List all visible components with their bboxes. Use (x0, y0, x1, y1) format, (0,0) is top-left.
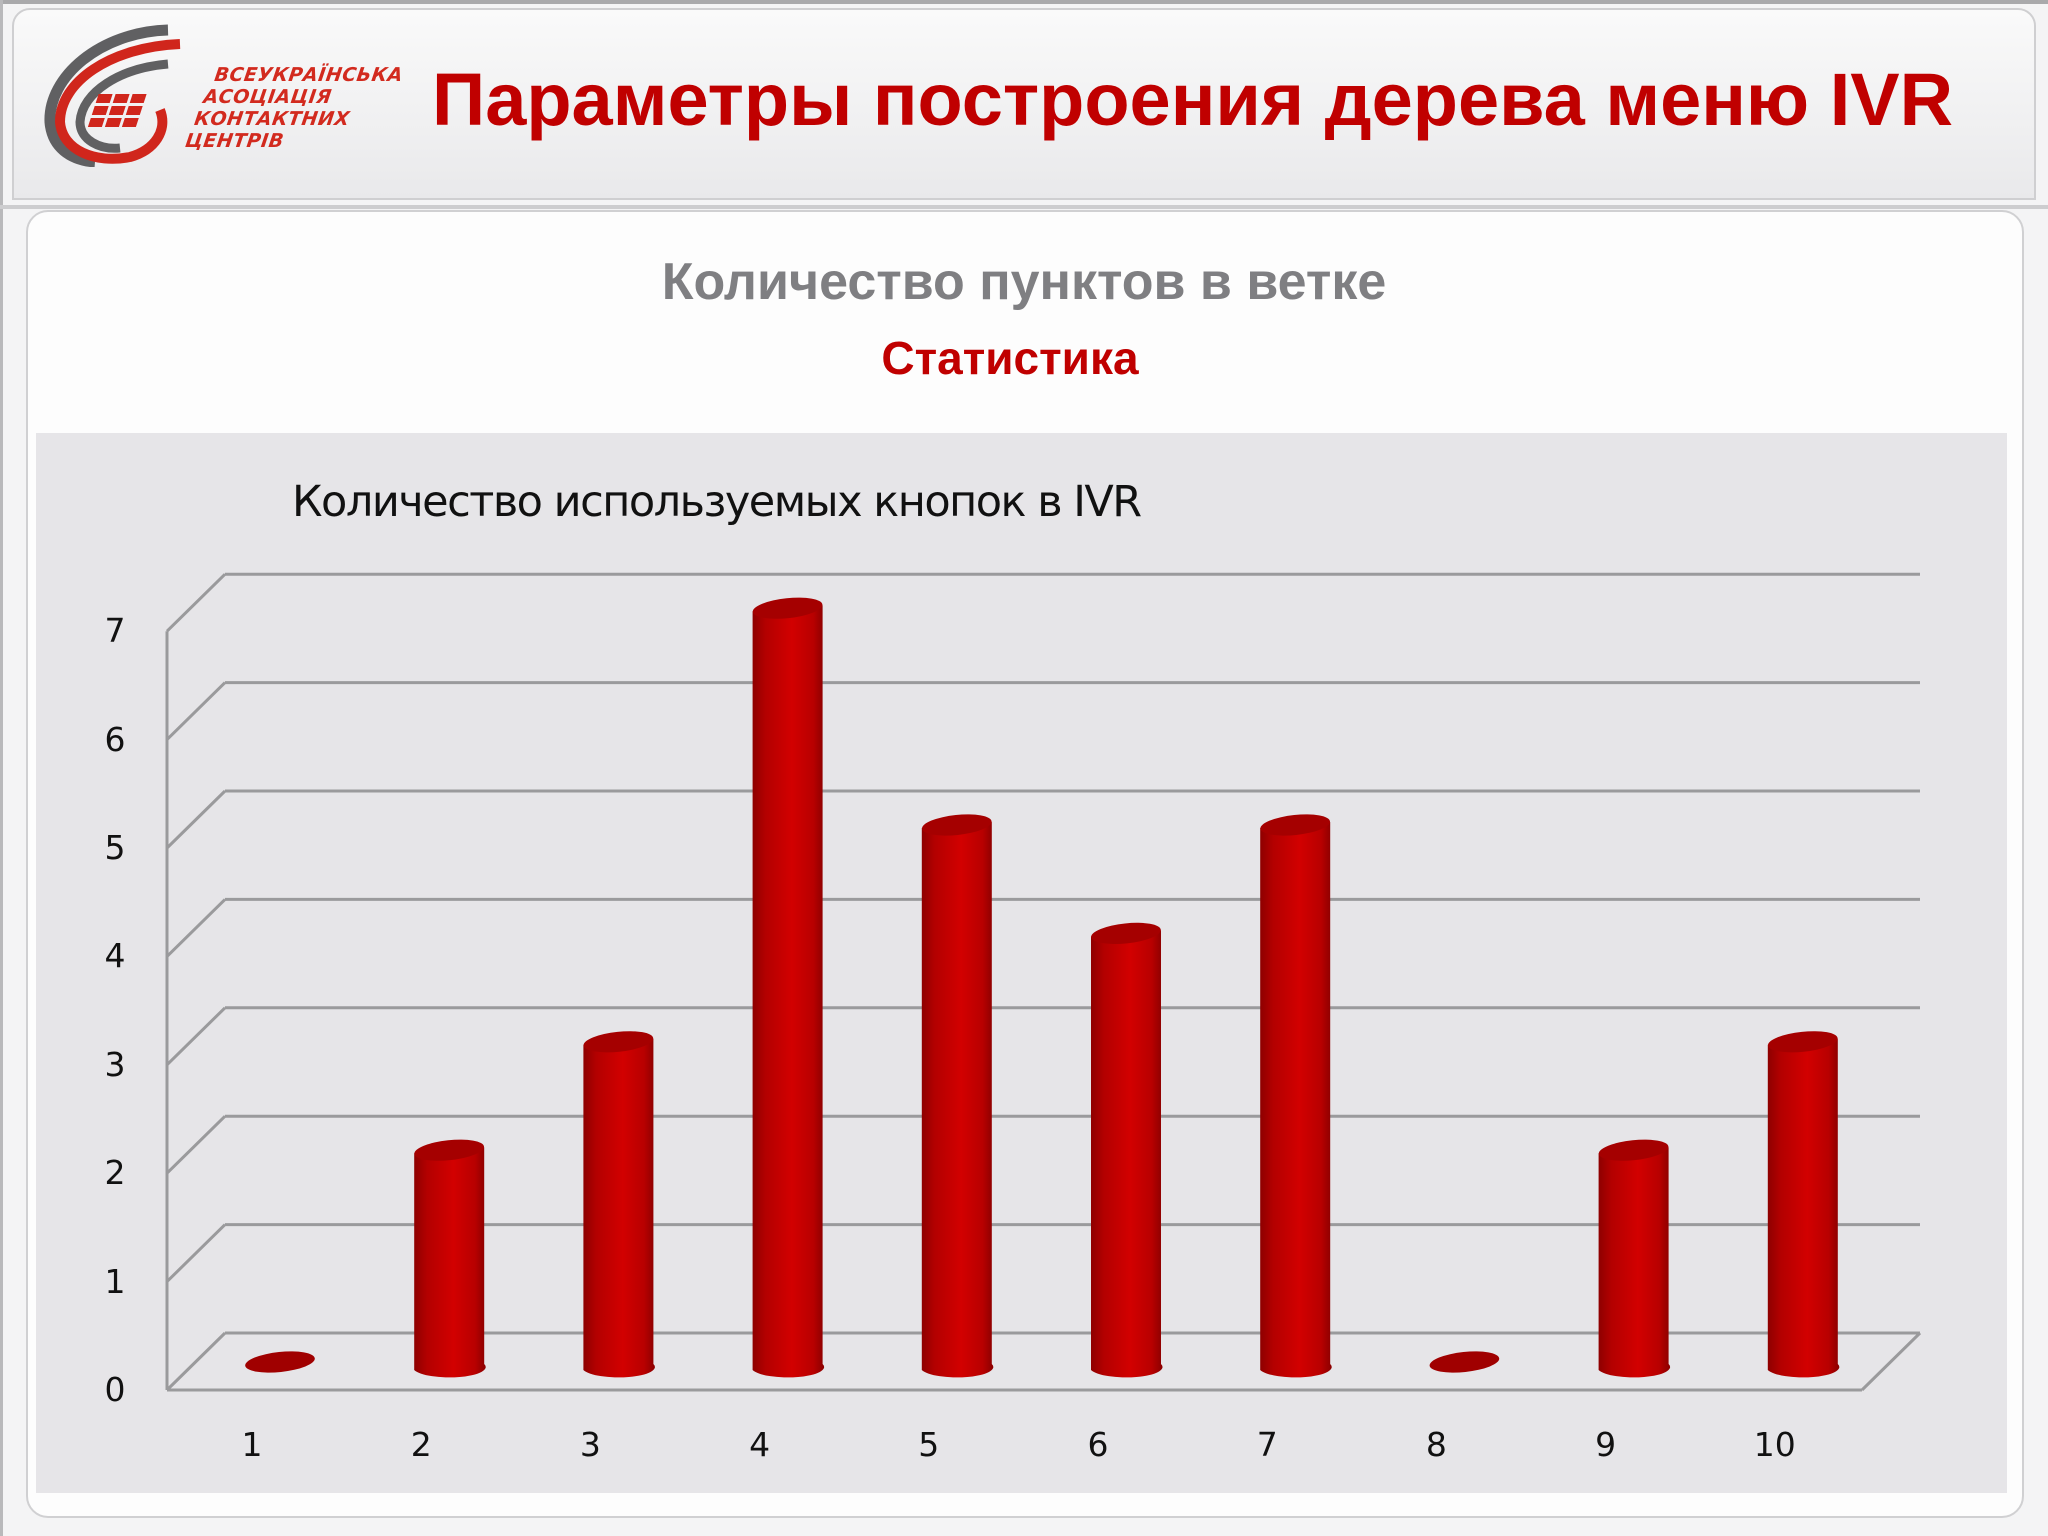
header-separator (0, 205, 2048, 209)
gridline-diagonal (165, 789, 227, 850)
chart-bars (245, 597, 1840, 1378)
x-tick-label: 10 (1753, 1425, 1796, 1464)
bar-2 (414, 1139, 486, 1378)
bar-1 (245, 1351, 315, 1373)
x-tick-label: 2 (410, 1425, 432, 1464)
logo-swoosh-icon (44, 24, 181, 167)
bar-5 (921, 814, 994, 1378)
y-tick-label: 0 (104, 1370, 126, 1409)
x-tick-label: 4 (749, 1425, 771, 1464)
y-tick-label: 5 (104, 828, 126, 867)
y-tick-label: 2 (104, 1153, 126, 1193)
gridline-diagonal (165, 898, 227, 958)
bar-7 (1260, 814, 1332, 1378)
x-tick-label: 8 (1425, 1425, 1447, 1464)
x-tick-label: 1 (241, 1425, 263, 1464)
bar-4 (752, 597, 825, 1378)
y-tick-label: 7 (104, 611, 126, 651)
chart-title: Количество используемых кнопок в IVR (292, 477, 1142, 527)
y-tick-label: 1 (104, 1261, 126, 1301)
floor-right-edge (1860, 1331, 1922, 1392)
slide-title: Параметры построения дерева меню IVR (432, 58, 1954, 141)
gridline-diagonal (165, 1223, 227, 1283)
gridline-diagonal (165, 1115, 227, 1175)
chart-area (36, 433, 2007, 1493)
panel-subtitle: Статистика (881, 332, 1139, 384)
gridline-diagonal (165, 573, 227, 633)
page-top-edge (0, 0, 2048, 4)
y-tick-label: 4 (104, 936, 126, 976)
association-logo: ВСЕУКРАЇНСЬКА АСОЦІАЦІЯ КОНТАКТНИХ ЦЕНТР… (40, 22, 405, 167)
y-tick-label: 3 (104, 1044, 126, 1084)
x-tick-label: 7 (1256, 1425, 1278, 1464)
slide-header (12, 8, 2036, 200)
x-tick-label: 3 (579, 1425, 601, 1464)
y-tick-label: 6 (104, 719, 126, 759)
page-left-edge (0, 0, 3, 1536)
x-tick-label: 9 (1595, 1425, 1617, 1464)
panel-title: Количество пунктов в ветке (661, 253, 1387, 311)
bar-8 (1429, 1351, 1500, 1373)
bar-9 (1598, 1139, 1671, 1378)
x-tick-label: 5 (918, 1425, 940, 1464)
bar-6 (1091, 922, 1163, 1378)
bar-10 (1767, 1031, 1840, 1378)
x-tick-label: 6 (1087, 1425, 1109, 1464)
bar-3 (583, 1031, 655, 1378)
gridline-diagonal (165, 1331, 227, 1392)
gridline-diagonal (165, 681, 227, 741)
gridline-diagonal (165, 1006, 227, 1066)
